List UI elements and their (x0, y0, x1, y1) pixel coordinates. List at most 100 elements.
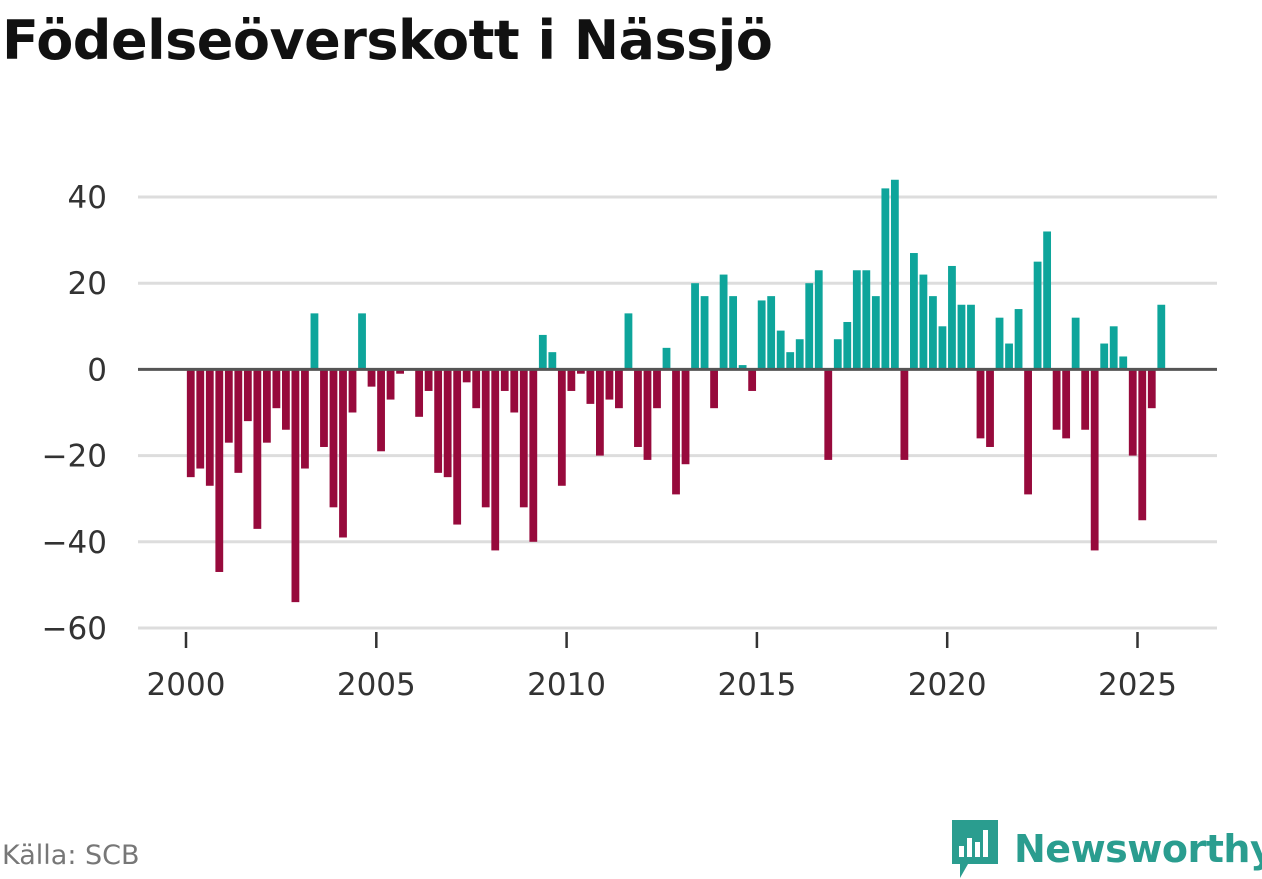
bar (643, 369, 652, 460)
y-tick-label: −60 (42, 611, 107, 647)
bar (910, 253, 918, 370)
bar (862, 270, 871, 370)
bar (1138, 369, 1147, 521)
bar (348, 369, 357, 413)
bar (443, 369, 452, 478)
bar (1119, 356, 1128, 370)
bar (700, 296, 709, 370)
bar (795, 339, 804, 370)
bar (757, 300, 766, 370)
bar (948, 265, 956, 370)
bar (1109, 326, 1118, 370)
bar (814, 270, 823, 370)
x-tick-label: 2005 (337, 667, 416, 703)
x-tick-label: 2020 (908, 667, 987, 703)
bar (358, 313, 366, 370)
x-tick-label: 2015 (717, 667, 796, 703)
bar (710, 369, 718, 409)
bar (243, 369, 252, 422)
bar (500, 369, 509, 391)
bar (957, 304, 966, 370)
bar (576, 369, 585, 374)
bar (1052, 369, 1061, 430)
x-tick-label: 2010 (527, 667, 606, 703)
bar (1081, 369, 1090, 430)
bar (481, 369, 490, 508)
bar (196, 369, 205, 469)
bar (1043, 231, 1052, 370)
bar (329, 369, 338, 508)
bar (729, 296, 738, 370)
bar (234, 369, 243, 473)
bar (767, 296, 776, 370)
bar (262, 369, 271, 443)
bar (719, 274, 728, 370)
bar (272, 369, 281, 409)
newsworthy-icon (952, 820, 998, 878)
bar-chart: 40 20 0 −20 −40 −60 2000 2005 2010 2015 2020 2025 (42, 179, 1217, 703)
bar (881, 188, 890, 370)
bar (396, 369, 404, 374)
bar (786, 352, 795, 370)
bar (491, 369, 500, 551)
bar (205, 369, 214, 486)
bar (929, 296, 937, 370)
bar (1062, 369, 1071, 439)
bar (805, 283, 814, 370)
bar (462, 369, 471, 383)
bar (557, 369, 566, 486)
x-tick-label: 2000 (147, 667, 226, 703)
bar (472, 369, 481, 409)
bar (567, 369, 576, 391)
y-tick-label: −20 (42, 439, 107, 475)
bar (624, 313, 633, 370)
bar (453, 369, 462, 525)
bar (215, 369, 224, 572)
bar (1100, 343, 1109, 370)
bar (634, 369, 642, 447)
bar (672, 369, 680, 495)
bar (519, 369, 528, 508)
bar (1071, 317, 1080, 370)
bar (748, 369, 757, 391)
bar (186, 369, 195, 478)
source-label: Källa: SCB (2, 840, 140, 871)
bar (538, 334, 547, 370)
newsworthy-logo[interactable]: Newsworthy (950, 818, 1262, 879)
bar (510, 369, 519, 413)
bar (1024, 369, 1032, 495)
y-tick-label: −40 (42, 525, 107, 561)
bar (291, 369, 300, 603)
chart-title: Födelseöverskott i Nässjö (2, 9, 773, 72)
bar (386, 369, 395, 400)
bar (310, 313, 319, 370)
bar (282, 369, 290, 430)
bar (890, 179, 899, 370)
bar (615, 369, 623, 409)
bar (986, 369, 994, 447)
bar (691, 283, 699, 370)
bar (1147, 369, 1156, 409)
bar (1090, 369, 1099, 551)
bar (367, 369, 376, 387)
bar (824, 369, 833, 460)
bar (301, 369, 309, 469)
bar (738, 365, 747, 370)
bar (253, 369, 262, 529)
bar (995, 317, 1004, 370)
bar (938, 326, 947, 370)
bar (852, 270, 861, 370)
bar (596, 369, 604, 456)
bar (548, 352, 557, 370)
bars (186, 179, 1166, 603)
bar (605, 369, 614, 400)
bar (662, 347, 671, 370)
axes: 40 20 0 −20 −40 −60 2000 2005 2010 2015 2020 2025 (42, 180, 1217, 703)
bar (653, 369, 661, 409)
bar (377, 369, 385, 452)
bar (529, 369, 538, 542)
bar (833, 339, 842, 370)
bar (1157, 304, 1166, 370)
bar (776, 330, 785, 370)
